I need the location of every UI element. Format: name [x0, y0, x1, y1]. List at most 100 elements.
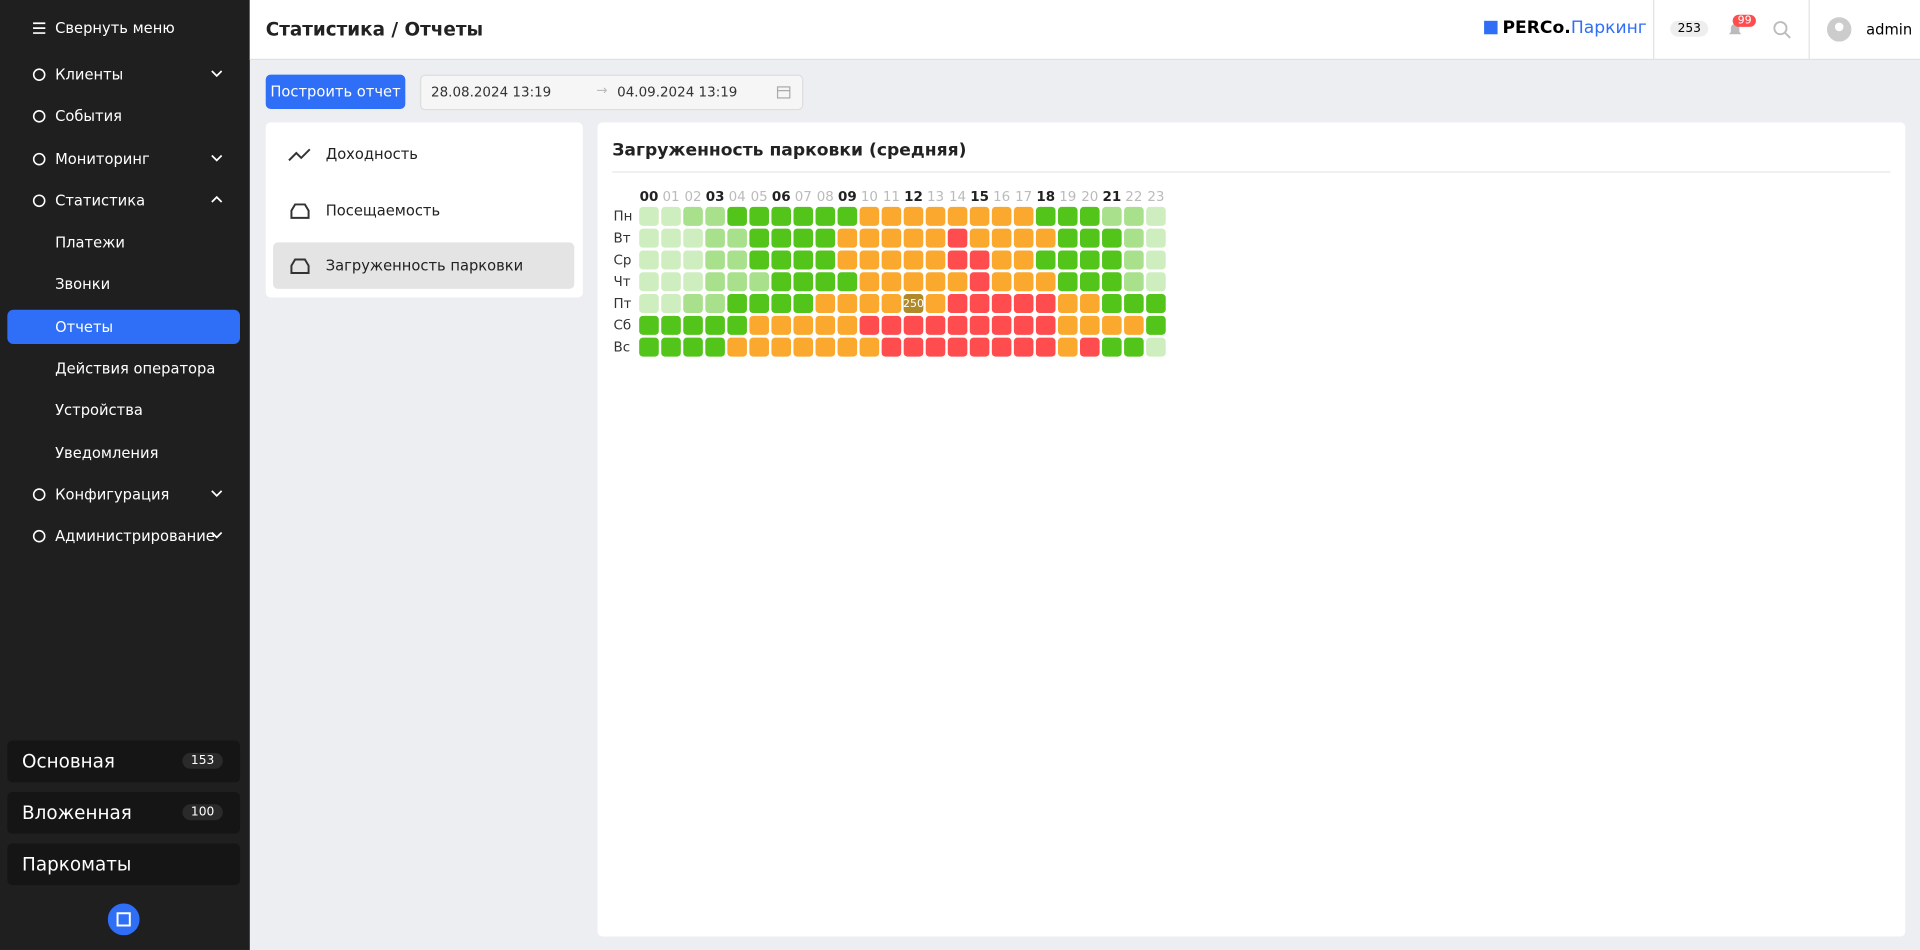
menu-item[interactable]: Действия оператора — [7, 351, 240, 385]
menu-item[interactable]: Мониторинг — [7, 142, 240, 176]
heat-cell[interactable] — [947, 206, 968, 226]
heat-cell[interactable] — [793, 272, 814, 292]
zone[interactable]: Паркоматы — [7, 843, 241, 886]
heat-cell[interactable] — [639, 272, 659, 292]
heat-cell[interactable] — [925, 206, 946, 226]
heat-cell[interactable] — [661, 272, 681, 292]
heat-cell[interactable] — [639, 250, 659, 270]
heat-cell[interactable] — [639, 337, 659, 357]
heat-cell[interactable] — [683, 250, 703, 270]
heat-cell[interactable] — [1035, 228, 1056, 248]
heat-cell[interactable] — [683, 272, 703, 292]
menu-item[interactable]: Отчеты — [7, 309, 241, 345]
heat-cell[interactable] — [1080, 294, 1100, 314]
heat-cell[interactable] — [1102, 315, 1122, 335]
heat-cell[interactable] — [1057, 272, 1078, 292]
heat-cell[interactable] — [969, 337, 990, 357]
heat-cell[interactable] — [969, 315, 990, 335]
heat-cell[interactable] — [1057, 294, 1078, 314]
heat-cell[interactable] — [705, 294, 725, 314]
heat-cell[interactable] — [1124, 272, 1144, 292]
heat-cell[interactable] — [859, 337, 880, 357]
heat-cell[interactable] — [837, 272, 858, 292]
heat-cell[interactable] — [1080, 337, 1100, 357]
heat-cell[interactable] — [859, 228, 880, 248]
heat-cell[interactable] — [1124, 315, 1144, 335]
heat-cell[interactable] — [771, 272, 792, 292]
menu-item[interactable]: Звонки — [7, 267, 240, 301]
heat-cell[interactable] — [793, 337, 814, 357]
menu-item[interactable]: Устройства — [7, 393, 240, 427]
heat-cell[interactable] — [969, 228, 990, 248]
heat-cell[interactable] — [947, 272, 968, 292]
heat-cell[interactable] — [727, 294, 747, 314]
heat-cell[interactable] — [815, 337, 836, 357]
zone[interactable]: Вложенная 100 — [7, 792, 241, 834]
heat-cell[interactable] — [1080, 272, 1100, 292]
menu-item[interactable]: Клиенты — [7, 58, 240, 92]
heat-cell[interactable] — [793, 206, 814, 226]
heat-cell[interactable] — [1035, 337, 1056, 357]
build-report[interactable]: Построить отчет — [265, 74, 406, 109]
heat-cell[interactable] — [661, 250, 681, 270]
heat-cell[interactable] — [661, 294, 681, 314]
heat-cell[interactable] — [771, 337, 792, 357]
heat-cell[interactable] — [1013, 206, 1034, 226]
heat-cell[interactable] — [881, 294, 902, 314]
heat-cell[interactable] — [727, 337, 747, 357]
heat-cell[interactable] — [683, 206, 703, 226]
heat-cell[interactable] — [991, 250, 1012, 270]
heat-cell[interactable] — [1146, 294, 1166, 314]
heat-cell[interactable] — [1013, 337, 1034, 357]
heat-cell[interactable] — [749, 272, 769, 292]
heat-cell[interactable] — [661, 228, 681, 248]
heat-cell[interactable] — [793, 250, 814, 270]
heat-cell[interactable] — [815, 206, 836, 226]
heat-cell[interactable] — [1146, 337, 1166, 357]
heat-cell[interactable] — [837, 250, 858, 270]
heat-cell[interactable] — [815, 228, 836, 248]
heat-cell[interactable] — [727, 228, 747, 248]
report-item[interactable]: Загруженность парковки — [273, 242, 575, 289]
heat-cell[interactable] — [859, 206, 880, 226]
heat-cell[interactable] — [705, 337, 725, 357]
heat-cell[interactable] — [1035, 250, 1056, 270]
heat-cell[interactable] — [881, 272, 902, 292]
heat-cell[interactable] — [837, 228, 858, 248]
heat-cell[interactable] — [1124, 337, 1144, 357]
heat-cell[interactable] — [925, 272, 946, 292]
menu-item[interactable]: Статистика — [7, 184, 240, 218]
heat-cell[interactable] — [1035, 315, 1056, 335]
heat-cell[interactable] — [969, 250, 990, 270]
heat-cell[interactable] — [1102, 294, 1122, 314]
avatar[interactable] — [1826, 17, 1852, 42]
report-item[interactable]: Доходность — [273, 131, 574, 178]
heat-cell[interactable] — [837, 337, 858, 357]
heat-cell[interactable] — [683, 294, 703, 314]
heat-cell[interactable] — [947, 315, 968, 335]
heat-cell[interactable] — [991, 206, 1012, 226]
heat-cell[interactable] — [969, 294, 990, 314]
heat-cell[interactable] — [1146, 250, 1166, 270]
heat-cell[interactable] — [815, 294, 836, 314]
heat-cell[interactable] — [727, 250, 747, 270]
heat-cell[interactable] — [837, 315, 858, 335]
heat-cell[interactable] — [1146, 272, 1166, 292]
heat-cell[interactable] — [639, 228, 659, 248]
heat-cell[interactable] — [705, 206, 725, 226]
menu-item[interactable]: Администрирование — [7, 519, 240, 553]
heat-cell[interactable] — [881, 228, 902, 248]
heat-cell[interactable] — [749, 315, 769, 335]
heat-cell[interactable] — [925, 250, 946, 270]
heat-cell[interactable] — [1124, 250, 1144, 270]
heat-cell[interactable] — [661, 206, 681, 226]
heat-cell[interactable] — [903, 228, 924, 248]
heat-cell[interactable] — [969, 206, 990, 226]
heat-cell[interactable] — [859, 294, 880, 314]
heat-cell[interactable] — [639, 294, 659, 314]
heat-cell[interactable] — [991, 272, 1012, 292]
heat-cell[interactable] — [771, 228, 792, 248]
heat-cell[interactable] — [947, 294, 968, 314]
heat-cell[interactable] — [925, 337, 946, 357]
heat-cell[interactable] — [969, 272, 990, 292]
